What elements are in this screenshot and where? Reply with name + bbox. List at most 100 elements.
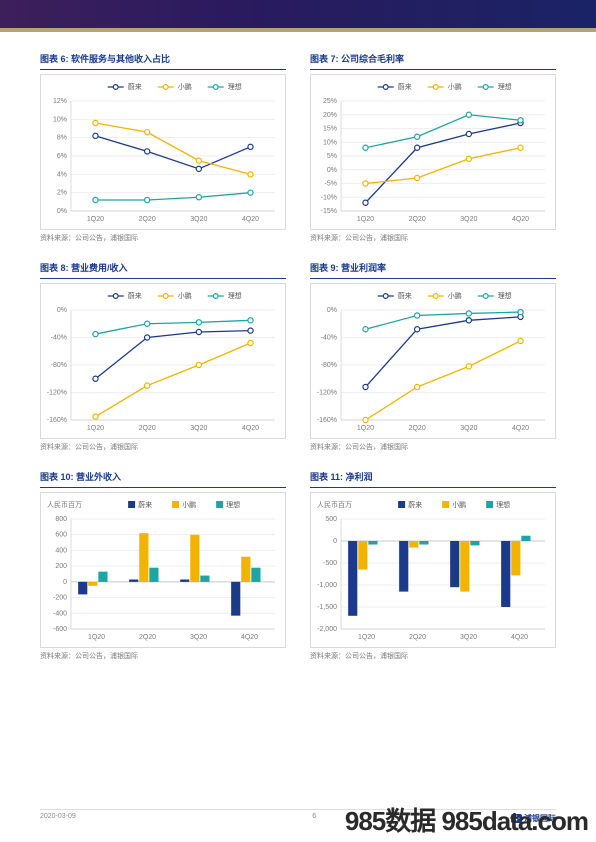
chart-plot-area: 人民币百万蔚来小鹏理想-2,000-1,500-1,000-50005001Q2… bbox=[310, 492, 556, 648]
svg-text:3Q20: 3Q20 bbox=[460, 216, 477, 223]
svg-text:-1,500: -1,500 bbox=[317, 604, 337, 611]
svg-text:600: 600 bbox=[55, 532, 67, 539]
svg-text:5%: 5% bbox=[327, 153, 337, 160]
svg-text:3Q20: 3Q20 bbox=[190, 634, 207, 641]
svg-text:-500: -500 bbox=[323, 560, 337, 567]
chart-plot-area: -160%-120%-80%-40%0%1Q202Q203Q204Q20蔚来小鹏… bbox=[310, 283, 556, 439]
svg-text:理想: 理想 bbox=[226, 500, 240, 509]
svg-text:理想: 理想 bbox=[228, 291, 242, 300]
svg-text:理想: 理想 bbox=[496, 500, 510, 509]
svg-text:-80%: -80% bbox=[321, 362, 337, 369]
svg-text:12%: 12% bbox=[53, 98, 67, 105]
chart-title: 图表 8: 营业费用/收入 bbox=[40, 261, 286, 279]
svg-text:0%: 0% bbox=[327, 167, 337, 174]
svg-text:-2,000: -2,000 bbox=[317, 626, 337, 633]
svg-text:2Q20: 2Q20 bbox=[409, 634, 426, 641]
svg-text:蔚来: 蔚来 bbox=[408, 500, 422, 509]
svg-text:500: 500 bbox=[325, 516, 337, 523]
svg-text:800: 800 bbox=[55, 516, 67, 523]
svg-text:1Q20: 1Q20 bbox=[358, 634, 375, 641]
svg-text:0%: 0% bbox=[57, 208, 67, 215]
svg-text:6%: 6% bbox=[57, 153, 67, 160]
svg-text:1Q20: 1Q20 bbox=[357, 425, 374, 432]
chart-plot-area: 人民币百万蔚来小鹏理想-600-400-20002004006008001Q20… bbox=[40, 492, 286, 648]
svg-text:25%: 25% bbox=[323, 98, 337, 105]
svg-text:-400: -400 bbox=[53, 610, 67, 617]
svg-text:4Q20: 4Q20 bbox=[241, 634, 258, 641]
svg-text:1Q20: 1Q20 bbox=[87, 216, 104, 223]
chart-title: 图表 10: 营业外收入 bbox=[40, 470, 286, 488]
svg-text:蔚来: 蔚来 bbox=[398, 82, 412, 91]
svg-text:3Q20: 3Q20 bbox=[460, 634, 477, 641]
svg-text:-160%: -160% bbox=[317, 417, 337, 424]
svg-text:人民币百万: 人民币百万 bbox=[317, 501, 352, 509]
svg-text:2%: 2% bbox=[57, 190, 67, 197]
svg-text:理想: 理想 bbox=[498, 82, 512, 91]
svg-text:2Q20: 2Q20 bbox=[409, 216, 426, 223]
chart-source: 资料来源：公司公告，浦银国际 bbox=[40, 233, 286, 243]
svg-text:10%: 10% bbox=[323, 139, 337, 146]
svg-text:小鹏: 小鹏 bbox=[448, 82, 462, 91]
chart-source: 资料来源：公司公告，浦银国际 bbox=[40, 442, 286, 452]
svg-text:200: 200 bbox=[55, 563, 67, 570]
svg-text:1Q20: 1Q20 bbox=[88, 634, 105, 641]
watermark-text: 985数据 985data.com bbox=[345, 801, 588, 838]
svg-text:小鹏: 小鹏 bbox=[178, 82, 192, 91]
svg-text:0%: 0% bbox=[327, 307, 337, 314]
footer-page-number: 6 bbox=[312, 813, 316, 820]
svg-text:3Q20: 3Q20 bbox=[190, 216, 207, 223]
svg-text:4Q20: 4Q20 bbox=[511, 634, 528, 641]
svg-text:10%: 10% bbox=[53, 116, 67, 123]
svg-text:15%: 15% bbox=[323, 126, 337, 133]
svg-text:小鹏: 小鹏 bbox=[182, 500, 196, 509]
svg-text:-1,000: -1,000 bbox=[317, 582, 337, 589]
svg-text:-200: -200 bbox=[53, 595, 67, 602]
svg-text:2Q20: 2Q20 bbox=[139, 425, 156, 432]
svg-text:2Q20: 2Q20 bbox=[409, 425, 426, 432]
svg-text:蔚来: 蔚来 bbox=[398, 291, 412, 300]
footer-date: 2020-03-09 bbox=[40, 813, 76, 820]
svg-text:4%: 4% bbox=[57, 171, 67, 178]
chart-plot-area: -15%-10%-5%0%5%10%15%20%25%1Q202Q203Q204… bbox=[310, 74, 556, 230]
svg-text:-40%: -40% bbox=[321, 335, 337, 342]
chart-source: 资料来源：公司公告，浦银国际 bbox=[310, 651, 556, 661]
svg-text:4Q20: 4Q20 bbox=[242, 425, 259, 432]
svg-text:400: 400 bbox=[55, 547, 67, 554]
svg-text:0: 0 bbox=[63, 579, 67, 586]
svg-text:4Q20: 4Q20 bbox=[242, 216, 259, 223]
chart-title: 图表 6: 软件服务与其他收入占比 bbox=[40, 52, 286, 70]
svg-text:小鹏: 小鹏 bbox=[178, 291, 192, 300]
chart-title: 图表 7: 公司综合毛利率 bbox=[310, 52, 556, 70]
svg-text:理想: 理想 bbox=[498, 291, 512, 300]
svg-text:-160%: -160% bbox=[47, 417, 67, 424]
svg-text:-15%: -15% bbox=[321, 208, 337, 215]
chart-title: 图表 11: 净利润 bbox=[310, 470, 556, 488]
svg-text:-10%: -10% bbox=[321, 194, 337, 201]
svg-text:3Q20: 3Q20 bbox=[190, 425, 207, 432]
svg-text:-120%: -120% bbox=[317, 390, 337, 397]
chart-panel-c9: 图表 9: 营业利润率-160%-120%-80%-40%0%1Q202Q203… bbox=[310, 261, 556, 462]
svg-text:3Q20: 3Q20 bbox=[460, 425, 477, 432]
svg-text:2Q20: 2Q20 bbox=[139, 634, 156, 641]
charts-grid: 图表 6: 软件服务与其他收入占比 0% 2% 4% 6% 8% 10% 12% 1Q20 2Q2… bbox=[0, 32, 596, 671]
chart-panel-c7: 图表 7: 公司综合毛利率-15%-10%-5%0%5%10%15%20%25%… bbox=[310, 52, 556, 253]
svg-text:2Q20: 2Q20 bbox=[139, 216, 156, 223]
svg-text:4Q20: 4Q20 bbox=[512, 216, 529, 223]
chart-panel-c11: 图表 11: 净利润人民币百万 蔚来 小鹏 理想 -2,000 -1,500 -1,000 -… bbox=[310, 470, 556, 671]
svg-text:4Q20: 4Q20 bbox=[512, 425, 529, 432]
chart-source: 资料来源：公司公告，浦银国际 bbox=[40, 651, 286, 661]
svg-text:-40%: -40% bbox=[51, 335, 67, 342]
chart-plot-area: -160% -120% -80% -40% 0% 1Q20 2Q20 3Q20 4Q20 蔚来 小鹏… bbox=[40, 283, 286, 439]
svg-text:小鹏: 小鹏 bbox=[452, 500, 466, 509]
svg-text:人民币百万: 人民币百万 bbox=[47, 501, 82, 509]
svg-text:蔚来: 蔚来 bbox=[128, 291, 142, 300]
chart-source: 资料来源：公司公告，浦银国际 bbox=[310, 233, 556, 243]
svg-text:20%: 20% bbox=[323, 112, 337, 119]
svg-text:理想: 理想 bbox=[228, 82, 242, 91]
svg-text:-120%: -120% bbox=[47, 390, 67, 397]
svg-text:8%: 8% bbox=[57, 135, 67, 142]
svg-text:0%: 0% bbox=[57, 307, 67, 314]
svg-text:-80%: -80% bbox=[51, 362, 67, 369]
chart-panel-c8: 图表 8: 营业费用/收入 -160% -120% -80% -40% 0% 1Q20 2Q2… bbox=[40, 261, 286, 462]
svg-text:1Q20: 1Q20 bbox=[87, 425, 104, 432]
